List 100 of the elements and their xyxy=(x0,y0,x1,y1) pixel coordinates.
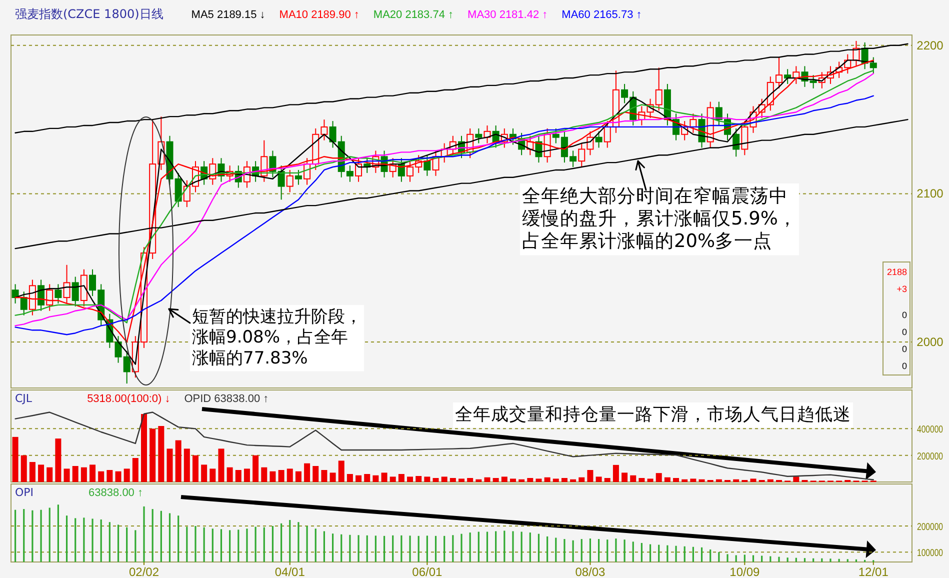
candlestick xyxy=(174,172,182,208)
bar xyxy=(424,476,430,482)
x-tick-label: 02/02 xyxy=(128,565,160,578)
bar xyxy=(364,474,370,482)
bar xyxy=(518,479,525,482)
bar xyxy=(536,478,542,482)
bar xyxy=(604,478,610,482)
bar xyxy=(226,467,233,482)
bar xyxy=(673,478,680,482)
bar xyxy=(150,428,156,482)
candlestick xyxy=(810,74,817,89)
bar xyxy=(698,479,705,482)
bar xyxy=(321,470,328,482)
bar xyxy=(304,463,310,482)
candlestick xyxy=(690,113,697,134)
text: MA5 2189.15 ↓ xyxy=(191,9,266,21)
x-tick-label: 10/09 xyxy=(730,565,760,578)
bar xyxy=(570,479,576,482)
bar xyxy=(561,478,568,482)
bar xyxy=(80,467,87,482)
y-tick-label: 2000 xyxy=(916,335,944,350)
bar xyxy=(235,470,242,482)
bar xyxy=(184,448,190,482)
bar xyxy=(390,476,396,482)
bar xyxy=(338,460,344,482)
bar xyxy=(372,475,379,482)
candlestick xyxy=(63,264,70,304)
bar xyxy=(295,471,302,482)
bar xyxy=(407,476,414,482)
bar xyxy=(450,478,456,482)
y-tick-label: 400000 xyxy=(917,424,949,436)
bar xyxy=(656,473,662,482)
y-tick-label: 100000 xyxy=(917,548,949,560)
bar xyxy=(210,468,216,482)
candlestick xyxy=(20,291,28,316)
bar xyxy=(244,468,250,482)
bar xyxy=(630,475,636,482)
bar xyxy=(218,448,224,482)
x-tick-label: 04/01 xyxy=(274,565,306,578)
bar xyxy=(432,478,439,482)
bar xyxy=(312,466,319,482)
bar xyxy=(270,471,276,482)
bar xyxy=(492,478,499,482)
bar xyxy=(29,462,36,482)
bar xyxy=(158,426,164,482)
bar xyxy=(175,440,182,482)
x-tick-label: 06/01 xyxy=(412,565,443,578)
chart-title: OPI xyxy=(15,486,34,499)
bar xyxy=(596,476,602,482)
bar xyxy=(793,476,800,482)
annotation: 0 xyxy=(902,344,907,354)
candlestick xyxy=(475,128,482,144)
candlestick xyxy=(38,279,45,312)
candlestick xyxy=(278,165,285,200)
bar xyxy=(750,478,756,482)
candlestick xyxy=(286,169,294,193)
x-tick-label: 08/03 xyxy=(575,565,606,578)
line-series xyxy=(14,43,908,134)
bar xyxy=(98,471,104,482)
bar xyxy=(46,467,53,482)
bar xyxy=(278,470,284,482)
bar xyxy=(458,478,464,482)
bar xyxy=(587,470,594,482)
series-label: 63838.00 ↑ xyxy=(88,487,143,499)
bar xyxy=(398,474,404,482)
candlestick xyxy=(595,130,602,148)
annotation: 0 xyxy=(902,310,907,320)
bar xyxy=(356,475,362,482)
annotation: 0 xyxy=(902,361,907,371)
bar xyxy=(38,464,44,482)
y-tick-label: 200000 xyxy=(917,451,949,462)
bar xyxy=(124,468,130,482)
bar xyxy=(166,448,173,482)
x-tick-label: 12/01 xyxy=(858,565,889,578)
bar xyxy=(252,455,259,482)
bar xyxy=(647,478,654,482)
bar xyxy=(416,476,422,482)
annotation: 短暂的快速拉升阶段，涨幅9.08%，占全年涨幅的77.83% xyxy=(192,307,362,368)
candlestick xyxy=(355,158,362,182)
series-label: 5318.00(100:0) ↓ xyxy=(87,393,170,405)
bar xyxy=(767,479,774,482)
bar xyxy=(381,472,388,482)
bar xyxy=(467,478,474,482)
bar xyxy=(12,436,18,482)
bar xyxy=(346,474,353,482)
annotation: 全年绝大部分时间在窄幅震荡中缓慢的盘升，累计涨幅仅5.9%，占全年累计涨幅的20%多一点 xyxy=(522,185,797,252)
bar xyxy=(55,438,62,482)
chart-title: CJL xyxy=(15,392,33,405)
bar xyxy=(716,479,722,482)
candlestick xyxy=(46,284,54,312)
bar xyxy=(90,464,96,482)
y-tick-label: 200000 xyxy=(917,522,949,533)
bar xyxy=(64,468,70,482)
text: MA60 2165.73 ↑ xyxy=(562,9,642,21)
bar xyxy=(690,478,696,482)
bar xyxy=(192,455,198,482)
text: MA20 2183.74 ↑ xyxy=(373,9,454,21)
bar xyxy=(664,477,670,482)
bar xyxy=(578,477,585,482)
text: MA30 2181.42 ↑ xyxy=(468,9,548,21)
